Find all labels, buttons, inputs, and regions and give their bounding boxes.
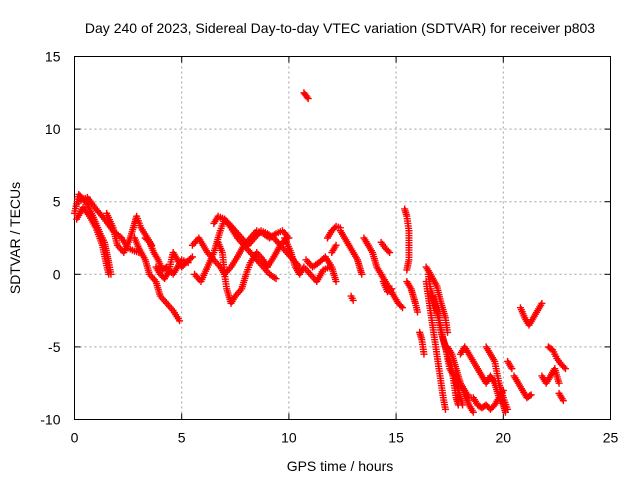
data-point: [304, 95, 312, 103]
y-tick-label: 0: [53, 266, 61, 282]
series-track-36: [538, 365, 563, 387]
series-track-10: [214, 234, 291, 307]
axis-ticks: [74, 56, 611, 420]
y-tick-label: 10: [45, 121, 61, 137]
data-point: [176, 317, 184, 325]
series-track-34: [510, 372, 535, 402]
data-point: [504, 405, 512, 413]
data-point: [560, 363, 568, 371]
series-track-35: [516, 299, 546, 329]
data-point: [526, 392, 534, 400]
data-point: [397, 302, 405, 310]
x-tick-labels: 0 5 10 15 20 25: [71, 430, 619, 446]
data-point: [188, 253, 196, 261]
series-track-38: [555, 389, 567, 405]
y-tick-label: 15: [45, 49, 61, 65]
series-track-11: [210, 212, 280, 283]
data-point: [559, 397, 567, 405]
data-point: [403, 266, 411, 274]
y-tick-label: -10: [40, 412, 60, 428]
data-point: [420, 350, 428, 358]
data-point: [384, 247, 392, 255]
series-track-37: [544, 343, 569, 373]
data-points: [71, 89, 569, 416]
series-track-23: [403, 278, 422, 316]
data-point: [555, 379, 563, 387]
x-tick-label: 0: [71, 430, 79, 446]
series-track-24: [416, 328, 428, 358]
data-point: [332, 278, 340, 286]
series-track-17: [336, 227, 366, 278]
data-point: [272, 275, 280, 283]
data-point: [187, 254, 195, 262]
data-point: [459, 401, 467, 409]
series-track-16: [328, 241, 340, 257]
data-point: [561, 365, 569, 373]
data-point: [444, 328, 452, 336]
x-tick-label: 20: [496, 430, 512, 446]
x-tick-label: 15: [388, 430, 404, 446]
data-point: [303, 93, 311, 101]
series-track-15: [300, 89, 312, 103]
data-point: [386, 286, 394, 294]
data-point: [270, 274, 278, 282]
plot-frame: [74, 56, 611, 420]
y-tick-label: 5: [53, 194, 61, 210]
series-track-25: [422, 278, 449, 413]
data-point: [388, 285, 396, 293]
y-axis-label: SDTVAR / TECUs: [7, 182, 23, 294]
series-track-32: [456, 379, 477, 416]
x-axis-label: GPS time / hours: [287, 458, 394, 474]
data-point: [538, 299, 546, 307]
series-track-5: [131, 234, 184, 325]
data-point: [105, 270, 113, 278]
data-point: [386, 249, 394, 257]
y-tick-labels: -10 -5 0 5 10 15: [40, 49, 60, 428]
series-track-21: [379, 278, 396, 296]
chart-title: Day 240 of 2023, Sidereal Day-to-day VTE…: [85, 20, 595, 36]
data-point: [527, 391, 535, 399]
data-point: [441, 405, 449, 413]
series-track-2: [73, 204, 113, 278]
data-point: [161, 264, 169, 272]
data-point: [469, 408, 477, 416]
series-track-33: [504, 357, 516, 373]
series-track-20: [377, 238, 394, 257]
series-track-31: [482, 343, 512, 413]
data-point: [349, 296, 357, 304]
series-track-18: [347, 292, 357, 304]
series-track-13: [302, 253, 340, 286]
y-tick-label: -5: [48, 339, 61, 355]
data-point: [332, 241, 340, 249]
x-tick-label: 5: [178, 430, 186, 446]
x-tick-label: 25: [603, 430, 619, 446]
series-track-22: [401, 205, 413, 274]
series-track-7: [152, 249, 196, 283]
x-tick-label: 10: [281, 430, 297, 446]
data-point: [358, 270, 366, 278]
data-point: [508, 365, 516, 373]
data-point: [414, 308, 422, 316]
series-track-28: [422, 263, 452, 336]
data-point: [399, 304, 407, 312]
